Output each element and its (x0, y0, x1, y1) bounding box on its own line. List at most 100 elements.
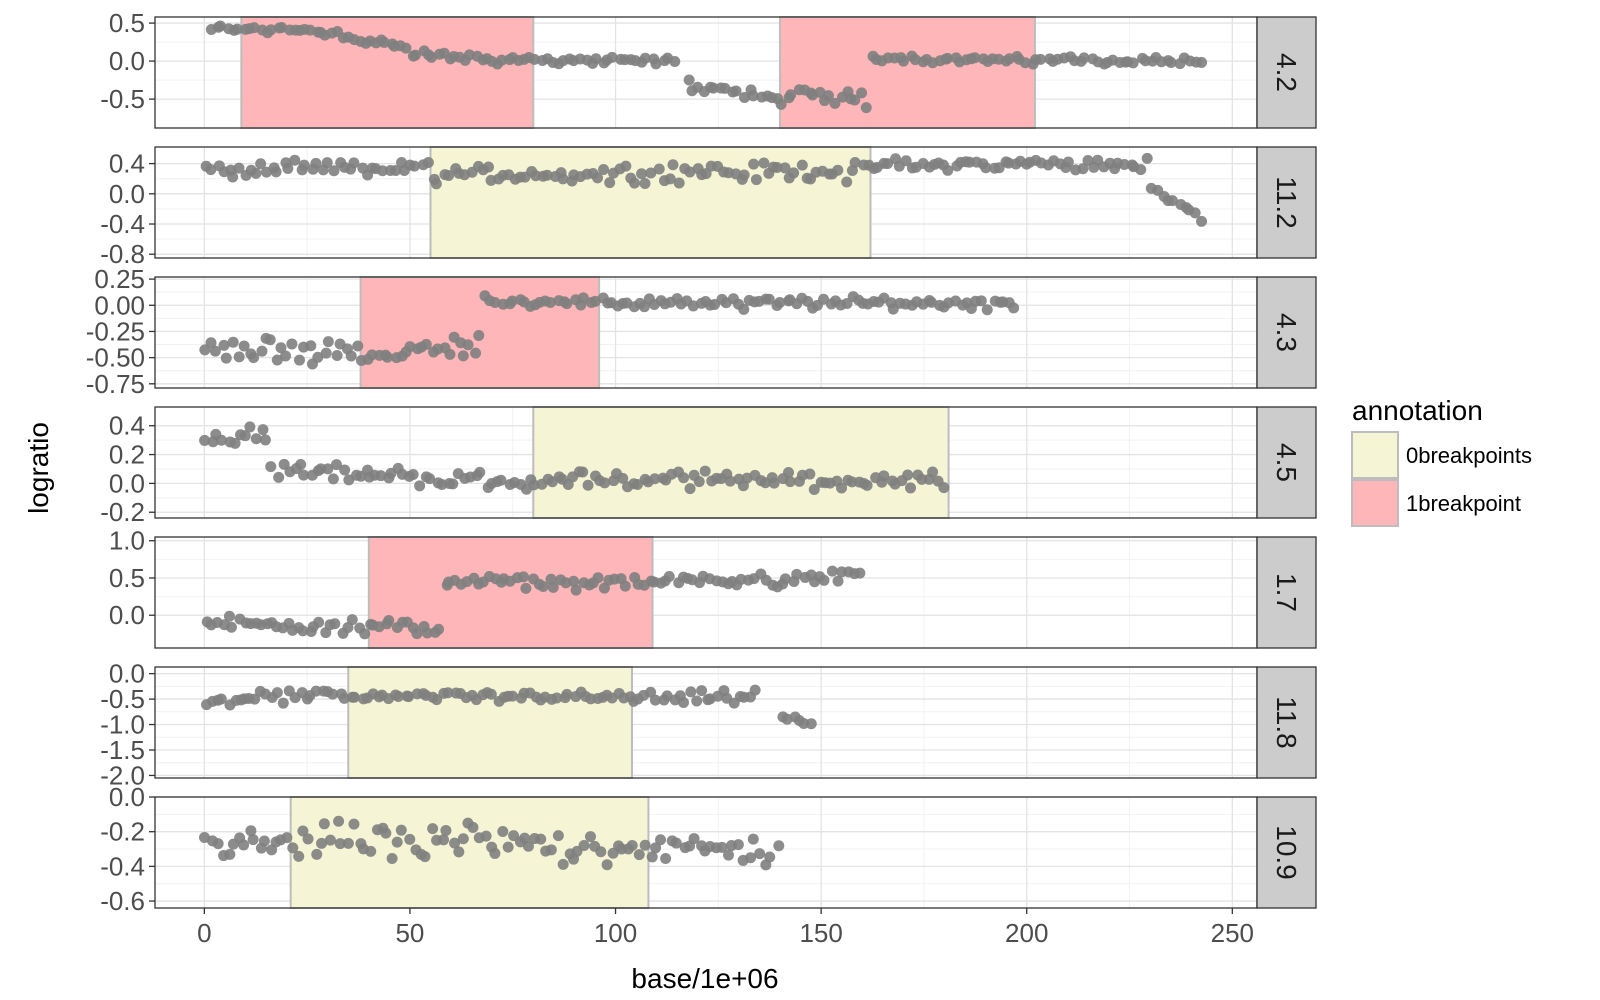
data-point (483, 161, 495, 173)
data-point (227, 171, 239, 183)
data-point (732, 839, 744, 851)
data-point (239, 430, 251, 442)
data-point (528, 479, 540, 491)
data-point (745, 852, 757, 864)
data-point (225, 621, 237, 633)
data-point (403, 691, 415, 703)
data-point (747, 90, 759, 102)
data-point (1008, 302, 1020, 314)
data-point (352, 340, 364, 352)
data-point (779, 573, 791, 585)
data-point (302, 833, 314, 845)
data-point (227, 336, 239, 348)
y-tick-label: 0.4 (109, 411, 145, 441)
data-point (693, 476, 705, 488)
data-point (684, 483, 696, 495)
data-point (348, 691, 360, 703)
data-point (771, 161, 783, 173)
data-point (409, 49, 421, 61)
data-point (784, 476, 796, 488)
facet-strip (1256, 146, 1317, 259)
y-tick-label: -1.0 (100, 710, 145, 740)
data-point (655, 834, 667, 846)
data-point (310, 157, 322, 169)
data-point (271, 687, 283, 699)
data-point (447, 478, 459, 490)
x-axis: 0 50 100 150 200 250 (197, 908, 1254, 948)
data-point (324, 834, 336, 846)
data-point (199, 434, 211, 446)
data-point (788, 167, 800, 179)
data-point (716, 841, 728, 853)
y-tick-label: 0.0 (109, 782, 145, 812)
y-tick-label: -0.25 (86, 316, 145, 346)
x-tick-label: 150 (799, 918, 842, 948)
data-point (541, 169, 553, 181)
data-point (205, 164, 217, 176)
data-point (265, 24, 277, 36)
data-point (223, 610, 235, 622)
data-point (431, 694, 443, 706)
y-tick-label: 0.5 (109, 8, 145, 38)
data-point (506, 295, 518, 307)
data-point (320, 347, 332, 359)
data-point (489, 297, 501, 309)
annotation-region (289, 796, 650, 909)
data-point (470, 347, 482, 359)
data-point (730, 85, 742, 97)
x-tick-label: 100 (594, 918, 637, 948)
data-point (814, 86, 826, 98)
y-tick-label: 1.0 (109, 526, 145, 556)
data-point (293, 850, 305, 862)
data-point (220, 352, 232, 364)
data-point (1127, 57, 1139, 69)
data-point (723, 849, 735, 861)
data-point (1196, 56, 1208, 68)
y-tick-label: 0.25 (94, 264, 145, 294)
data-point (433, 623, 445, 635)
data-point (927, 466, 939, 478)
facet-strip (1256, 16, 1317, 129)
data-point (212, 838, 224, 850)
data-point (346, 614, 358, 626)
data-point (578, 840, 590, 852)
data-point (422, 156, 434, 168)
data-point (557, 173, 569, 185)
data-point (215, 434, 227, 446)
y-tick-label: -0.8 (100, 239, 145, 269)
data-point (980, 162, 992, 174)
facet-strip (1256, 796, 1317, 909)
data-point (420, 338, 432, 350)
data-point (537, 580, 549, 592)
data-point (629, 177, 641, 189)
data-point (645, 686, 657, 698)
y-tick-label: -0.2 (100, 817, 145, 847)
data-point (298, 469, 310, 481)
panel: 0.0 -0.2 -0.4 -0.6 10.9 (100, 782, 1317, 916)
data-point (650, 842, 662, 854)
facet-strip (1256, 666, 1317, 779)
data-point (547, 581, 559, 593)
data-point (557, 858, 569, 870)
data-point (218, 339, 230, 351)
data-point (205, 337, 217, 349)
facet-strip-label: 11.2 (1271, 176, 1302, 228)
data-point (897, 55, 909, 67)
data-point (639, 52, 651, 64)
panel-background (155, 277, 1257, 388)
data-point (774, 296, 786, 308)
data-point (313, 616, 325, 628)
y-tick-label: -0.2 (100, 497, 145, 527)
data-point (595, 846, 607, 858)
data-point (768, 477, 780, 489)
y-tick-label: -0.75 (86, 369, 145, 399)
data-point (645, 167, 657, 179)
data-point (528, 53, 540, 65)
data-point (391, 836, 403, 848)
data-point (764, 851, 776, 863)
data-point (667, 159, 679, 171)
data-point (298, 159, 310, 171)
data-point (430, 178, 442, 190)
data-point (568, 575, 580, 587)
legend-label: 0breakpoints (1406, 443, 1532, 468)
